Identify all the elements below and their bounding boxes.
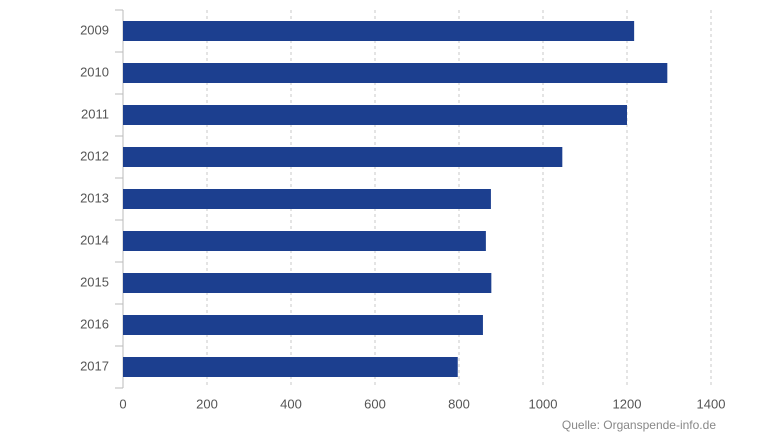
x-tick-label: 0 — [119, 396, 126, 411]
y-tick-label: 2012 — [80, 148, 109, 163]
bar — [123, 21, 635, 41]
y-tick-label: 2009 — [80, 22, 109, 37]
x-tick-label: 200 — [196, 396, 218, 411]
source-note: Quelle: Organspende-info.de — [562, 418, 716, 432]
y-tick-label: 2015 — [80, 274, 109, 289]
x-tick-label: 400 — [280, 396, 302, 411]
bar — [123, 315, 483, 335]
x-tick-label: 1200 — [613, 396, 642, 411]
x-tick-label: 600 — [364, 396, 386, 411]
bar — [123, 105, 627, 125]
bar — [123, 231, 486, 251]
y-tick-label: 2010 — [80, 64, 109, 79]
bar — [123, 357, 458, 377]
bar — [123, 147, 563, 167]
bar — [123, 273, 492, 293]
y-tick-label: 2016 — [80, 316, 109, 331]
y-tick-label: 2017 — [80, 358, 109, 373]
y-tick-label: 2011 — [81, 106, 109, 121]
y-tick-label: 2013 — [80, 190, 109, 205]
bar — [123, 63, 668, 83]
x-tick-label: 1400 — [697, 396, 726, 411]
bar — [123, 189, 491, 209]
x-tick-label: 800 — [448, 396, 470, 411]
y-tick-label: 2014 — [80, 232, 109, 247]
x-tick-label: 1000 — [529, 396, 558, 411]
